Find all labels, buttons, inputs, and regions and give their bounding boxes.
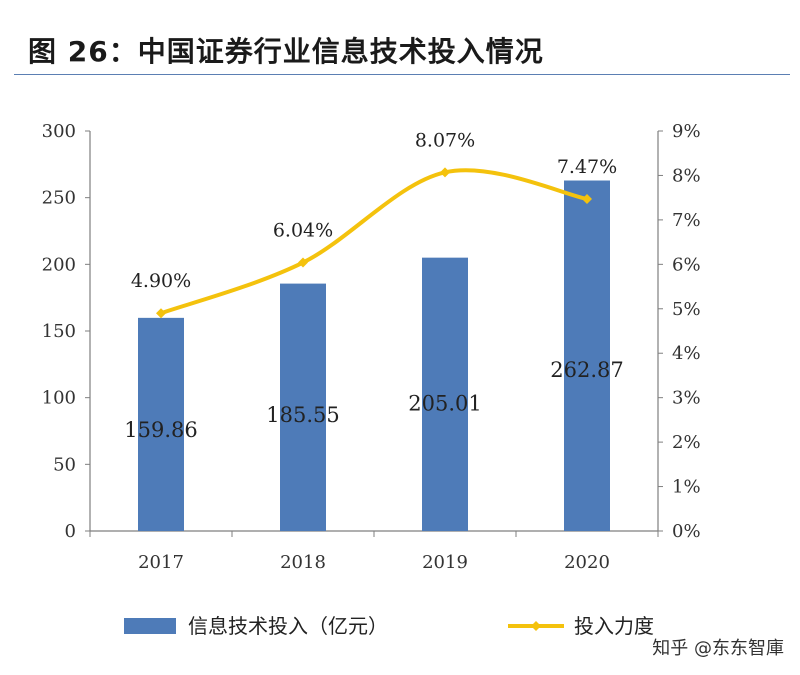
line-point-label: 8.07% (415, 129, 475, 151)
line-point-marker (156, 308, 166, 319)
legend-swatch-bar (124, 618, 176, 634)
bar (138, 317, 184, 531)
bar-value-label: 205.01 (408, 392, 481, 416)
left-tick-label: 300 (42, 121, 76, 142)
right-tick-label: 6% (672, 254, 701, 275)
legend-label-line: 投入力度 (574, 614, 654, 638)
legend-swatch-marker (531, 621, 541, 631)
line-point-label: 7.47% (557, 156, 617, 178)
x-tick-label: 2020 (564, 552, 610, 573)
bar (280, 283, 326, 531)
bar-value-label: 185.55 (266, 403, 339, 427)
right-tick-label: 0% (672, 521, 701, 542)
line-point-marker (440, 167, 450, 178)
bar (422, 257, 468, 531)
bar-value-label: 262.87 (550, 358, 623, 382)
right-tick-label: 9% (672, 121, 701, 142)
watermark: 知乎 @东东智庫 (652, 638, 784, 659)
left-tick-label: 0 (65, 521, 76, 542)
line-point-label: 6.04% (273, 220, 333, 242)
left-tick-label: 250 (42, 188, 76, 209)
left-tick-label: 100 (42, 388, 76, 409)
bar (564, 180, 610, 532)
line-series-path (159, 168, 589, 316)
legend-label-bar: 信息技术投入（亿元） (188, 614, 388, 638)
right-tick-label: 8% (672, 165, 701, 186)
left-tick-label: 50 (53, 454, 76, 475)
bar-value-label: 159.86 (124, 418, 197, 442)
line-point-marker (582, 194, 592, 204)
right-tick-label: 2% (672, 432, 701, 453)
left-tick-label: 150 (42, 321, 76, 342)
x-tick-label: 2017 (138, 552, 184, 573)
right-tick-label: 7% (672, 210, 701, 231)
line-point-label: 4.90% (131, 270, 191, 292)
right-tick-label: 1% (672, 477, 701, 498)
right-tick-label: 5% (672, 299, 701, 320)
line-point-marker (298, 257, 308, 268)
right-tick-label: 4% (672, 343, 701, 364)
x-tick-label: 2019 (422, 552, 468, 573)
title-divider (14, 74, 790, 75)
x-tick-label: 2018 (280, 552, 326, 573)
figure-title: 图 26：中国证券行业信息技术投入情况 (28, 35, 544, 68)
left-tick-label: 200 (42, 254, 76, 275)
right-tick-label: 3% (672, 388, 701, 409)
